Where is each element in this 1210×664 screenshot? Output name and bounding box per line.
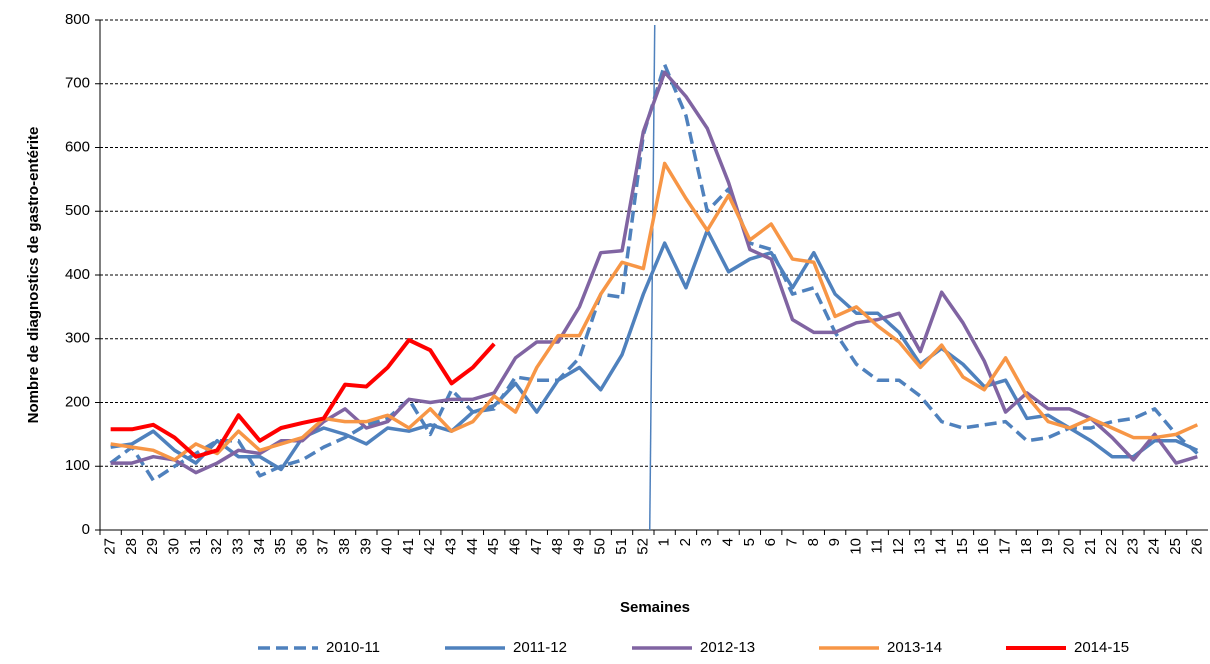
x-tick-label: 5 bbox=[741, 538, 758, 546]
legend-label: 2013-14 bbox=[887, 639, 942, 656]
series-line bbox=[110, 161, 1199, 462]
x-tick-label: 41 bbox=[400, 538, 417, 555]
x-axis-label: Semaines bbox=[620, 599, 690, 616]
y-tick-label: 600 bbox=[65, 138, 90, 155]
x-tick-label: 23 bbox=[1124, 538, 1141, 555]
x-tick-label: 52 bbox=[634, 538, 651, 555]
x-tick-label: 11 bbox=[869, 538, 886, 554]
x-tick-label: 30 bbox=[166, 538, 183, 555]
season-divider bbox=[648, 24, 656, 531]
x-tick-label: 7 bbox=[783, 538, 800, 546]
x-tick-label: 25 bbox=[1167, 538, 1184, 555]
x-tick-label: 28 bbox=[123, 538, 140, 555]
x-tick-label: 31 bbox=[187, 538, 204, 555]
x-tick-label: 1 bbox=[656, 538, 673, 546]
x-tick-label: 16 bbox=[975, 538, 992, 555]
x-tick-label: 2 bbox=[677, 538, 694, 546]
series-line bbox=[110, 228, 1199, 472]
x-tick-label: 32 bbox=[208, 538, 225, 555]
x-tick-label: 49 bbox=[570, 538, 587, 555]
y-tick-label: 800 bbox=[65, 11, 90, 28]
x-tick-label: 50 bbox=[592, 538, 609, 555]
y-tick-label: 0 bbox=[82, 521, 90, 538]
x-tick-label: 15 bbox=[954, 538, 971, 555]
x-tick-label: 42 bbox=[421, 538, 438, 555]
legend-label: 2010-11 bbox=[326, 639, 380, 656]
x-tick-label: 44 bbox=[464, 538, 481, 555]
x-tick-label: 46 bbox=[506, 538, 523, 555]
x-tick-label: 8 bbox=[805, 538, 822, 546]
x-tick-label: 24 bbox=[1146, 538, 1163, 555]
x-tick-label: 40 bbox=[379, 538, 396, 555]
y-tick-label: 100 bbox=[65, 457, 90, 474]
x-tick-label: 12 bbox=[890, 538, 907, 555]
y-tick-label: 700 bbox=[65, 75, 90, 92]
x-tick-label: 37 bbox=[315, 538, 332, 555]
series-line bbox=[110, 338, 496, 459]
x-tick-label: 9 bbox=[826, 538, 843, 546]
x-tick-label: 48 bbox=[549, 538, 566, 555]
x-tick-label: 45 bbox=[485, 538, 502, 555]
x-tick-label: 13 bbox=[911, 538, 928, 555]
x-tick-label: 18 bbox=[1018, 538, 1035, 555]
x-tick-label: 22 bbox=[1103, 538, 1120, 555]
x-tick-label: 38 bbox=[336, 538, 353, 555]
x-tick-label: 6 bbox=[762, 538, 779, 546]
legend-label: 2014-15 bbox=[1074, 639, 1129, 656]
x-tick-label: 47 bbox=[528, 538, 545, 555]
x-tick-label: 21 bbox=[1082, 538, 1099, 555]
x-tick-label: 29 bbox=[144, 538, 161, 555]
y-tick-label: 200 bbox=[65, 393, 90, 410]
y-axis-label: Nombre de diagnostics de gastro-entérite bbox=[25, 127, 42, 424]
x-tick-label: 14 bbox=[933, 538, 950, 555]
x-tick-label: 51 bbox=[613, 538, 630, 555]
x-tick-label: 39 bbox=[357, 538, 374, 555]
legend-label: 2011-12 bbox=[513, 639, 567, 656]
x-tick-label: 34 bbox=[251, 538, 268, 555]
x-tick-label: 4 bbox=[720, 538, 737, 546]
x-tick-label: 10 bbox=[847, 538, 864, 555]
x-tick-label: 35 bbox=[272, 538, 289, 555]
x-tick-label: 19 bbox=[1039, 538, 1056, 555]
x-tick-label: 26 bbox=[1188, 538, 1205, 555]
x-tick-label: 27 bbox=[102, 538, 119, 555]
legend-label: 2012-13 bbox=[700, 639, 755, 656]
y-tick-label: 300 bbox=[65, 330, 90, 347]
x-tick-label: 43 bbox=[443, 538, 460, 555]
x-tick-label: 20 bbox=[1060, 538, 1077, 555]
x-tick-label: 3 bbox=[698, 538, 715, 546]
series-line bbox=[109, 62, 1199, 483]
y-tick-label: 400 bbox=[65, 266, 90, 283]
x-tick-label: 17 bbox=[997, 538, 1014, 555]
x-tick-label: 36 bbox=[293, 538, 310, 555]
x-tick-label: 33 bbox=[229, 538, 246, 555]
y-tick-label: 500 bbox=[65, 202, 90, 219]
